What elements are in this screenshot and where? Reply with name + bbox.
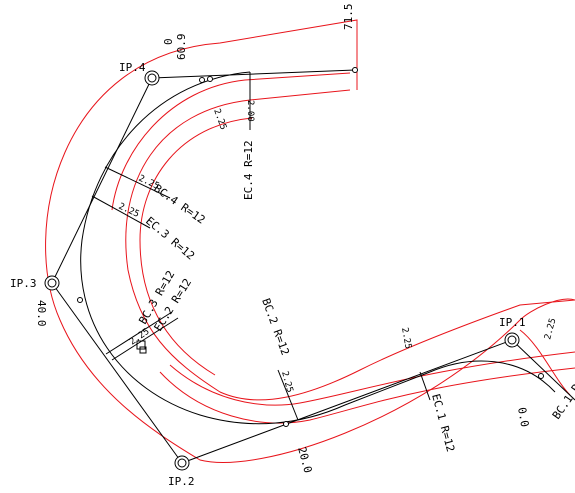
centre-curve-right (430, 361, 555, 392)
inner-road-edge-left (126, 90, 575, 400)
curve-label-bc2: BC.2 R=12 (259, 297, 292, 357)
ip1-marker (505, 333, 519, 347)
ip4-marker (145, 71, 159, 85)
ip3-label: IP.3 (10, 277, 37, 290)
curve-label-ec1: EC.1 R=12 (429, 392, 457, 453)
control-point (284, 422, 289, 427)
dimension-label: 2.25 (128, 327, 152, 348)
ip-markers (45, 71, 519, 470)
curve-label-bc1: BC.1 R=12 (550, 365, 575, 421)
control-point (353, 68, 358, 73)
curve-label-bc4: BC.4 R=12 (151, 182, 207, 227)
station-label: 0 (162, 38, 175, 45)
ip2-marker (175, 456, 189, 470)
station-label: 20.0 (295, 445, 314, 474)
control-point (539, 374, 544, 379)
curve-label-ec3: EC.3 R=12 (143, 214, 197, 262)
road-edge-inner-top-b (140, 118, 252, 375)
station-label: 60.9 (175, 34, 188, 61)
station-label: 71.5 (342, 4, 355, 31)
station-label: 0.0 (515, 406, 531, 428)
road-edge-lower-b (170, 352, 575, 405)
dimension-label: 2.25 (399, 327, 413, 350)
curve-label-ec4: EC.4 R=12 (242, 140, 255, 200)
ip3-marker (45, 276, 59, 290)
ip4-label: IP.4 (119, 61, 146, 74)
centre-curve-main (81, 72, 430, 424)
ip1-label: IP.1 (499, 316, 526, 329)
dimension-label: 2.25 (543, 317, 558, 341)
dimension-label: 2.25 (117, 202, 141, 220)
road-edge-right-curve (520, 330, 570, 395)
control-points (78, 68, 544, 427)
control-point (208, 77, 213, 82)
alignment-lines (52, 70, 575, 463)
dimension-label: 2.25 (279, 370, 294, 394)
tangent-ip2-ip1 (182, 340, 512, 463)
outer-road-edge (46, 20, 575, 462)
dimension-label: 2.00 (245, 100, 255, 122)
road-edges (46, 20, 575, 462)
control-point (200, 78, 205, 83)
station-label: 40.0 (35, 300, 48, 327)
tangent-ip4-end (152, 70, 355, 78)
ip2-label: IP.2 (168, 475, 195, 488)
control-point (78, 298, 83, 303)
offset-line-ec1 (420, 372, 430, 400)
dimension-label: 2.25 (211, 108, 228, 132)
